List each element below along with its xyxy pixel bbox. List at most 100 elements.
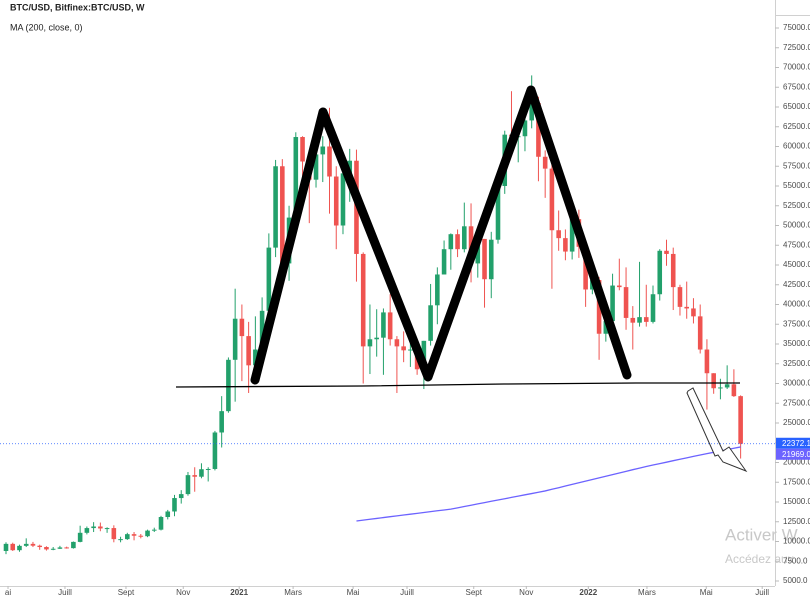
arrow-drawing <box>686 387 748 473</box>
candle-body <box>44 547 49 550</box>
candle-body <box>731 384 737 397</box>
y-tick-label: 75000.0 <box>783 23 810 32</box>
candle-body <box>293 137 299 218</box>
candle-body <box>219 411 224 433</box>
candle-body <box>684 306 690 309</box>
x-tick-label: Juill <box>400 588 414 597</box>
x-tick-label: 2022 <box>579 588 597 597</box>
candle-body <box>643 317 649 322</box>
candle-body <box>226 359 231 412</box>
x-tick-label: Mars <box>284 588 302 597</box>
candle-body <box>10 543 16 551</box>
candle-body <box>178 494 184 499</box>
last-price-label: 22372.1 <box>782 439 810 448</box>
candle-body <box>280 166 285 264</box>
candle-body <box>77 532 83 542</box>
candle-body <box>125 534 130 540</box>
x-tick-label: Nov <box>519 588 533 597</box>
y-tick-label: 27500.0 <box>783 398 810 407</box>
ma-value-label: 21969.0 <box>782 450 810 459</box>
candle-body <box>212 432 218 469</box>
candle-body <box>165 511 171 518</box>
candle-body <box>691 308 696 317</box>
candle-body <box>637 317 642 323</box>
candle-body <box>435 274 440 306</box>
candle-body <box>697 316 703 350</box>
candle-body <box>408 349 413 351</box>
candle-body <box>718 387 723 389</box>
candle-body <box>488 239 494 280</box>
candle-body <box>205 468 211 470</box>
candle-body <box>192 475 198 477</box>
y-tick-label: 65000.0 <box>783 102 810 111</box>
x-tick-label: 2021 <box>230 588 248 597</box>
candle-body <box>623 287 629 318</box>
candle-body <box>387 312 393 340</box>
candle-body <box>246 336 251 366</box>
candle-body <box>603 321 609 334</box>
candle-body <box>259 310 265 350</box>
candle-body <box>596 280 602 334</box>
y-tick-label: 35000.0 <box>783 339 810 348</box>
y-tick-label: 42500.0 <box>783 280 810 289</box>
candle-body <box>381 312 386 338</box>
candle-body <box>320 146 326 155</box>
candle-body <box>677 287 683 307</box>
candle-body <box>50 548 56 550</box>
candle-body <box>462 226 467 250</box>
candle-body <box>84 528 90 533</box>
candle-body <box>91 526 96 529</box>
candle-body <box>17 545 22 551</box>
y-tick-label: 40000.0 <box>783 300 810 309</box>
x-tick-label: ai <box>5 588 11 597</box>
candle-body <box>199 469 204 477</box>
candle-body <box>145 530 150 537</box>
candle-body <box>300 137 305 162</box>
x-tick-label: Sept <box>466 588 483 597</box>
candle-body <box>172 498 177 512</box>
candle-body <box>724 384 730 388</box>
watermark: Activer W <box>725 525 798 544</box>
candle-body <box>138 535 144 537</box>
y-tick-label: 20000.0 <box>783 458 810 467</box>
candle-body <box>111 528 117 540</box>
candle-body <box>563 238 568 252</box>
candle-body <box>394 339 400 347</box>
candle-body <box>23 543 29 546</box>
candle-body <box>151 529 157 531</box>
candle-body <box>327 146 332 177</box>
candle-body <box>495 185 501 240</box>
indicator-legend: MA (200, close, 0) <box>10 22 83 32</box>
candle-body <box>670 253 676 288</box>
y-tick-label: 7500.0 <box>783 556 808 565</box>
candle-body <box>30 543 36 546</box>
candle-body <box>711 373 716 389</box>
candle-body <box>529 103 534 121</box>
candle-body <box>104 528 110 530</box>
y-tick-label: 45000.0 <box>783 260 810 269</box>
moving-average-line <box>356 446 741 522</box>
candle-body <box>239 318 245 337</box>
y-tick-label: 70000.0 <box>783 63 810 72</box>
candle-body <box>131 534 137 536</box>
x-tick-label: Mai <box>700 588 713 597</box>
candle-body <box>347 160 353 174</box>
m-pattern-drawing <box>250 85 632 385</box>
y-tick-label: 67500.0 <box>783 82 810 91</box>
x-tick-label: Mai <box>347 588 360 597</box>
candle-body <box>118 539 123 541</box>
candle-body <box>98 526 103 529</box>
candle-body <box>401 346 406 351</box>
y-tick-label: 12500.0 <box>783 517 810 526</box>
candle-body <box>482 238 487 280</box>
candle-body <box>664 250 669 254</box>
y-tick-label: 72500.0 <box>783 43 810 52</box>
candle-body <box>704 349 710 374</box>
candle-body <box>522 120 528 137</box>
candle-body <box>610 285 615 322</box>
y-tick-label: 32500.0 <box>783 359 810 368</box>
candle-body <box>536 103 541 157</box>
y-tick-label: 60000.0 <box>783 142 810 151</box>
candle-body <box>657 250 663 295</box>
